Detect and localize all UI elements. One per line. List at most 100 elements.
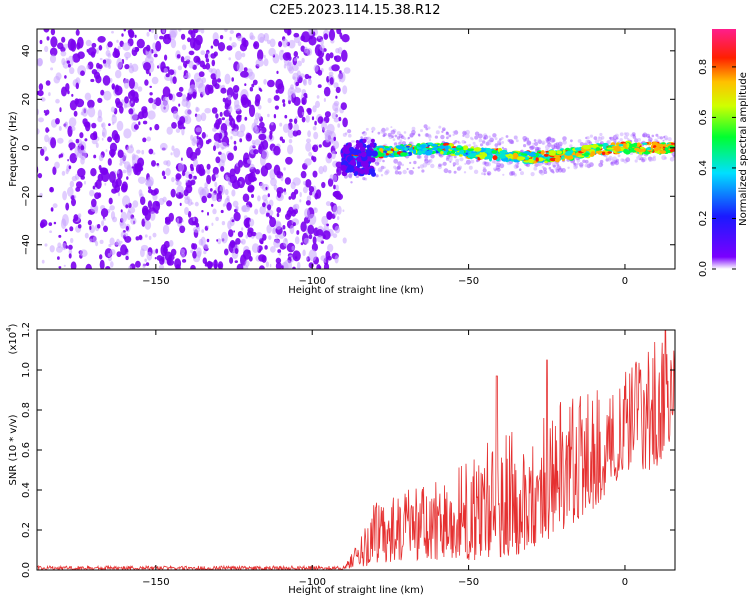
signal-onset bbox=[355, 140, 360, 144]
noise-blob bbox=[308, 262, 314, 269]
noise-blob bbox=[299, 73, 305, 78]
signal-halo bbox=[421, 169, 425, 173]
signal-band bbox=[581, 149, 587, 153]
noise-blob bbox=[93, 154, 97, 159]
noise-blob bbox=[229, 257, 234, 264]
signal-halo bbox=[430, 163, 435, 169]
signal-band bbox=[379, 147, 384, 152]
signal-band bbox=[661, 142, 666, 145]
noise-blob bbox=[342, 117, 348, 128]
noise-blob bbox=[161, 256, 165, 263]
signal-halo bbox=[661, 155, 667, 161]
noise-blob bbox=[184, 64, 187, 69]
noise-blob bbox=[211, 203, 214, 207]
noise-blob bbox=[74, 98, 79, 105]
noise-blob bbox=[192, 226, 200, 233]
noise-blob bbox=[75, 154, 79, 159]
noise-blob bbox=[180, 33, 186, 40]
noise-blob bbox=[162, 86, 171, 98]
signal-halo bbox=[377, 167, 383, 173]
noise-blob bbox=[98, 154, 104, 162]
noise-blob bbox=[206, 225, 210, 228]
noise-blob bbox=[91, 198, 97, 208]
noise-blob bbox=[249, 86, 254, 92]
signal-band bbox=[646, 147, 652, 151]
noise-blob bbox=[290, 191, 297, 200]
snr-y-label: SNR (10 * v/v) bbox=[8, 414, 19, 485]
noise-blob bbox=[218, 151, 222, 155]
signal-halo bbox=[662, 139, 665, 142]
signal-halo bbox=[514, 163, 519, 167]
noise-blob bbox=[273, 164, 281, 176]
noise-blob bbox=[147, 53, 152, 59]
noise-blob bbox=[37, 57, 43, 67]
noise-blob bbox=[343, 67, 351, 74]
noise-blob bbox=[219, 35, 224, 40]
noise-blob bbox=[284, 238, 288, 242]
noise-blob bbox=[159, 35, 164, 40]
noise-blob bbox=[98, 45, 103, 51]
signal-halo bbox=[365, 127, 369, 131]
noise-blob bbox=[148, 97, 154, 104]
noise-blob bbox=[110, 150, 115, 158]
noise-blob bbox=[331, 64, 340, 72]
signal-halo bbox=[385, 169, 390, 174]
noise-blob bbox=[175, 115, 180, 121]
noise-blob bbox=[228, 105, 233, 114]
noise-blob bbox=[123, 103, 128, 109]
noise-blob bbox=[218, 190, 222, 195]
noise-blob bbox=[115, 84, 120, 93]
snr-y-tick-label: 1.0 bbox=[21, 362, 32, 378]
signal-onset bbox=[354, 171, 359, 176]
signal-band bbox=[543, 153, 549, 157]
noise-blob bbox=[214, 263, 218, 269]
noise-blob bbox=[68, 253, 72, 259]
signal-halo bbox=[533, 139, 537, 142]
noise-blob bbox=[317, 84, 322, 88]
noise-blob bbox=[245, 234, 249, 239]
signal-halo bbox=[453, 170, 457, 174]
signal-halo bbox=[448, 170, 452, 174]
signal-halo bbox=[387, 132, 392, 137]
noise-blob bbox=[140, 196, 146, 205]
noise-blob bbox=[300, 221, 307, 232]
noise-blob bbox=[229, 168, 236, 177]
signal-halo bbox=[649, 140, 653, 143]
noise-blob bbox=[149, 127, 152, 131]
signal-halo bbox=[659, 136, 664, 140]
signal-halo bbox=[646, 133, 650, 138]
noise-blob bbox=[288, 62, 292, 67]
signal-halo bbox=[468, 143, 472, 147]
signal-band bbox=[524, 157, 529, 160]
signal-halo bbox=[396, 166, 401, 170]
noise-blob bbox=[233, 211, 241, 222]
signal-halo bbox=[499, 163, 505, 169]
noise-blob bbox=[97, 136, 100, 141]
signal-halo bbox=[542, 142, 545, 145]
noise-blob bbox=[122, 160, 126, 165]
noise-blob bbox=[308, 151, 312, 157]
noise-blob bbox=[243, 218, 250, 228]
signal-halo bbox=[556, 163, 560, 167]
signal-halo bbox=[463, 171, 467, 174]
noise-blob bbox=[280, 175, 284, 182]
noise-blob bbox=[267, 79, 275, 88]
noise-blob bbox=[312, 105, 317, 113]
noise-blob bbox=[45, 109, 50, 115]
noise-blob bbox=[73, 110, 78, 117]
noise-blob bbox=[301, 99, 306, 105]
noise-blob bbox=[292, 222, 296, 227]
noise-blob bbox=[307, 224, 315, 235]
signal-band bbox=[642, 142, 648, 145]
noise-blob bbox=[281, 49, 284, 53]
signal-halo bbox=[637, 153, 643, 158]
noise-blob bbox=[316, 229, 324, 237]
noise-blob bbox=[288, 138, 293, 144]
noise-blob bbox=[305, 115, 310, 123]
noise-blob bbox=[269, 263, 272, 268]
noise-blob bbox=[115, 97, 121, 106]
signal-halo bbox=[587, 162, 593, 167]
noise-blob bbox=[95, 48, 99, 54]
noise-blob bbox=[101, 137, 104, 141]
signal-halo bbox=[442, 161, 447, 166]
